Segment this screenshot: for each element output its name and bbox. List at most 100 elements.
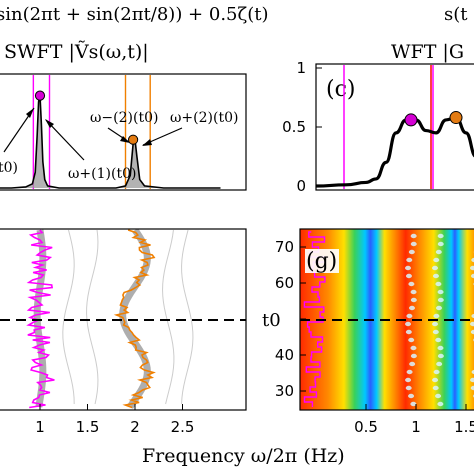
panel-f-xtick-label-4: 2.5: [171, 418, 195, 436]
arrow-left-a-head: [26, 108, 34, 118]
panel-c-marker-0: [404, 113, 418, 127]
panel-g-ridge-dot-1: [432, 321, 439, 327]
arrow-minus2-head: [120, 136, 130, 143]
panel-c-ytick-label-2: 1: [296, 59, 306, 77]
panel-g-ridge-dot-1: [437, 353, 444, 359]
panel-g-ridge-dot-0: [410, 289, 417, 295]
panel-g-ridge-dot-1: [432, 377, 439, 383]
panel-g-ridge-dot-0: [410, 297, 417, 303]
panel-f-frame: [0, 228, 247, 411]
right-formula: s(t: [444, 4, 468, 25]
panel-g-ridge-dot-1: [435, 393, 442, 399]
panel-b-marker-1: [128, 134, 139, 145]
panel-g-ridge-dot-0: [406, 257, 413, 263]
panel-g-ridge-dot-1: [437, 297, 444, 303]
panel-g-t0-label: t0: [262, 310, 281, 331]
panel-g-ridge-dot-0: [406, 369, 413, 375]
arrow-plus2-head: [142, 139, 152, 146]
panel-g-ridge-dot-1: [432, 329, 439, 335]
panel-g-ridge-dot-2: [470, 377, 474, 383]
annotation-omega-plus-1: ω+(1)(t0): [68, 166, 136, 182]
panel-g-ridge-dot-0: [410, 401, 417, 407]
panel-f-band-1: [119, 229, 151, 409]
panel-g-ridge-dot-1: [432, 385, 439, 391]
panel-g-ridge-dot-0: [408, 337, 415, 343]
panel-g-ridge-dot-0: [408, 305, 415, 311]
panel-g-ytick-label-1: 40: [275, 346, 294, 364]
annotation-omega-minus-2: ω−(2)(t0): [90, 110, 158, 126]
panel-g-ridge-dot-1: [435, 249, 442, 255]
panel-g-ridge-dot-1: [432, 273, 439, 279]
panel-g-ridge-dot-0: [405, 273, 412, 279]
panel-g-ridge-dot-1: [433, 369, 440, 375]
panel-g-xtick-label-1: 1: [411, 418, 421, 436]
panel-g-ridge-dot-1: [432, 265, 439, 271]
panel-g-ridge-dot-0: [410, 353, 417, 359]
panel-g-ridge-dot-2: [470, 273, 474, 279]
panel-f-bg-trace-1: [86, 229, 99, 405]
panel-c-label: (c): [326, 77, 356, 102]
panel-g-ridge-dot-2: [471, 313, 474, 319]
panel-g-ytick-label-0: 30: [275, 382, 294, 400]
panel-f-band-0: [33, 229, 47, 408]
panel-f-ridge-1: [113, 229, 156, 409]
panel-g-ridge-dot-0: [409, 361, 416, 367]
panel-g-ridge-dot-0: [408, 393, 415, 399]
panel-b-annotations: ω−(2)(t0) ω+(2)(t0) ω+(1)(t0) t0): [0, 107, 238, 182]
panel-c-ytick-label-0: 0: [296, 177, 306, 195]
panel-b-marker-0: [34, 90, 46, 101]
panel-c-series-line: [315, 115, 474, 188]
panel-g-xtick-label-2: 1.5: [454, 418, 474, 436]
panel-g-ridge-dot-1: [433, 257, 440, 263]
arrow-plus1-head: [45, 119, 54, 128]
panel-f-bg-trace-2: [162, 229, 175, 405]
panel-g-ridge-dot-1: [436, 361, 443, 367]
panel-g-ridge-dot-0: [405, 385, 412, 391]
panel-c-spectrum: (c) 0 0.5 1: [282, 59, 474, 195]
panel-g-label-box: [305, 249, 339, 273]
panel-b-frame: [0, 73, 247, 191]
panel-g-label: (g): [306, 249, 337, 274]
panel-g-ridge-dot-0: [405, 377, 412, 383]
panel-g-ridge-dot-2: [470, 329, 474, 335]
panel-c-ytick-label-1: 0.5: [282, 118, 306, 136]
panel-g-heatmap: (g) t0 30 40 60 70 0.5 1 1.5: [262, 228, 474, 436]
panel-g-ridge-dot-0: [405, 321, 412, 327]
panel-g-ridge-dot-2: [470, 385, 474, 391]
panel-f-xtick-label-3: 2: [130, 418, 140, 436]
panel-g-xtick-label-0: 0.5: [354, 418, 378, 436]
right-panel-title: WFT |G: [391, 41, 464, 63]
panel-g-ridge-dot-1: [437, 289, 444, 295]
annotation-t0-partial: t0): [0, 160, 18, 176]
panel-g-ridge-dot-1: [437, 241, 444, 247]
panel-b-series-line: [0, 95, 221, 189]
annotation-omega-plus-2: ω+(2)(t0): [170, 110, 238, 126]
panel-g-ridge-dot-0: [410, 345, 417, 351]
panel-g-ridge-dot-0: [406, 313, 413, 319]
panel-f-plot-area: [0, 229, 246, 409]
panel-g-ridge-dot-1: [435, 337, 442, 343]
panel-g-ytick-label-4: 70: [275, 238, 294, 256]
panel-g-ridge-dot-0: [405, 329, 412, 335]
arrow-plus1: [45, 119, 85, 161]
panel-g-ridge-dot-0: [410, 233, 417, 239]
panel-g-ridge-dot-1: [437, 345, 444, 351]
panel-g-ridge-dot-0: [408, 249, 415, 255]
panel-f-bg-trace-3: [181, 229, 194, 405]
panel-g-ridge-dot-1: [437, 401, 444, 407]
panel-g-ridge-dot-1: [435, 305, 442, 311]
panel-g-ridge-dot-0: [405, 265, 412, 271]
panel-f-ridges: .511.522.5: [0, 228, 247, 436]
panel-g-ridge-dot-0: [408, 281, 415, 287]
panel-b-spectrum: [0, 73, 247, 191]
panel-g-ridge-dot-1: [435, 281, 442, 287]
panel-g-ridge-dot-1: [433, 313, 440, 319]
panel-g-ridge-dot-2: [470, 265, 474, 271]
left-formula: sin(2πt + sin(2πt/8)) + 0.5ζ(t): [0, 4, 269, 25]
panel-c-marker-1: [449, 111, 463, 125]
panel-g-ridge-dot-2: [470, 321, 474, 327]
panel-f-xtick-label-1: 1: [35, 418, 45, 436]
panel-g-ridge-dot-2: [471, 369, 474, 375]
panel-f-xtick-label-2: 1.5: [76, 418, 100, 436]
